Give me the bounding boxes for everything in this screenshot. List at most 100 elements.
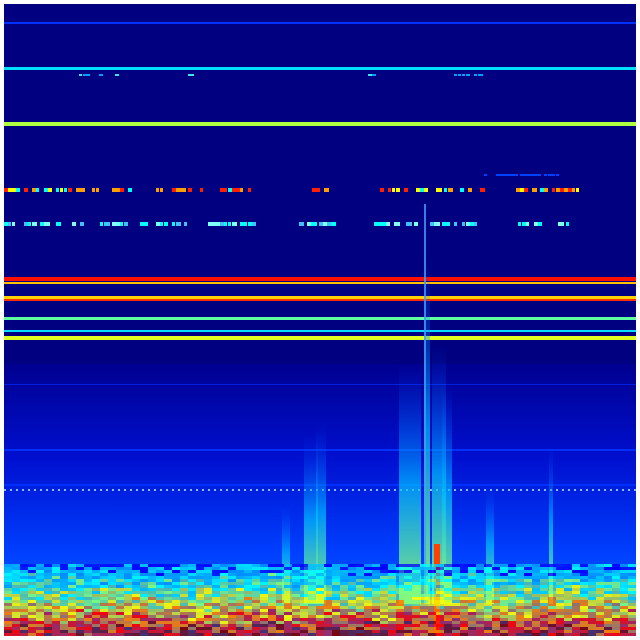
low-frequency-cell [140, 567, 148, 570]
low-frequency-cell [276, 597, 284, 600]
low-frequency-cell [68, 564, 76, 567]
low-frequency-cell [220, 582, 228, 585]
low-frequency-cell [524, 579, 532, 582]
low-frequency-cell [228, 576, 236, 579]
low-frequency-cell [372, 633, 380, 636]
low-frequency-cell [468, 609, 476, 612]
low-frequency-cell [372, 621, 380, 624]
low-frequency-cell [188, 621, 196, 624]
low-frequency-cell [388, 618, 396, 621]
low-frequency-cell [612, 600, 620, 603]
low-frequency-cell [364, 606, 372, 609]
low-frequency-cell [380, 630, 388, 633]
low-frequency-cell [132, 591, 140, 594]
low-frequency-cell [340, 564, 348, 567]
low-frequency-cell [212, 600, 220, 603]
low-frequency-cell [100, 621, 108, 624]
low-frequency-cell [548, 591, 556, 594]
low-frequency-cell [628, 597, 636, 600]
low-frequency-cell [588, 591, 596, 594]
low-frequency-cell [140, 609, 148, 612]
low-frequency-cell [444, 615, 452, 618]
spectral-segment [208, 222, 212, 226]
low-frequency-cell [108, 618, 116, 621]
low-frequency-cell [468, 582, 476, 585]
low-frequency-cell [316, 615, 324, 618]
low-frequency-cell [492, 600, 500, 603]
low-frequency-cell [348, 597, 356, 600]
low-frequency-cell [628, 621, 636, 624]
low-frequency-cell [356, 579, 364, 582]
low-frequency-cell [548, 624, 556, 627]
low-frequency-cell [268, 630, 276, 633]
low-frequency-cell [68, 579, 76, 582]
low-frequency-cell [436, 606, 444, 609]
low-frequency-cell [76, 582, 84, 585]
dotted-line-point [466, 489, 468, 491]
low-frequency-cell [380, 567, 388, 570]
low-frequency-cell [300, 579, 308, 582]
low-frequency-cell [140, 612, 148, 615]
low-frequency-cell [572, 567, 580, 570]
dotted-line-point [4, 489, 6, 491]
low-frequency-cell [28, 612, 36, 615]
spectral-segment [115, 74, 119, 76]
low-frequency-cell [60, 564, 68, 567]
spectral-segment [112, 188, 116, 192]
low-frequency-cell [52, 618, 60, 621]
low-frequency-cell [116, 573, 124, 576]
low-frequency-cell [596, 621, 604, 624]
low-frequency-cell [52, 591, 60, 594]
low-frequency-cell [20, 618, 28, 621]
low-frequency-cell [572, 570, 580, 573]
low-frequency-cell [340, 573, 348, 576]
low-frequency-cell [212, 582, 220, 585]
low-frequency-cell [476, 591, 484, 594]
low-frequency-cell [412, 618, 420, 621]
low-frequency-cell [188, 582, 196, 585]
low-frequency-cell [156, 573, 164, 576]
low-frequency-cell [476, 588, 484, 591]
low-frequency-cell [252, 606, 260, 609]
low-frequency-cell [604, 582, 612, 585]
low-frequency-cell [220, 585, 228, 588]
low-frequency-cell [540, 603, 548, 606]
vertical-streak [409, 364, 421, 604]
dotted-line-point [190, 489, 192, 491]
low-frequency-cell [164, 603, 172, 606]
low-frequency-cell [324, 621, 332, 624]
low-frequency-cell [412, 582, 420, 585]
low-frequency-cell [316, 621, 324, 624]
low-frequency-cell [180, 624, 188, 627]
low-frequency-cell [268, 609, 276, 612]
low-frequency-cell [180, 615, 188, 618]
low-frequency-cell [588, 609, 596, 612]
low-frequency-cell [436, 588, 444, 591]
low-frequency-cell [596, 582, 604, 585]
low-frequency-cell [524, 603, 532, 606]
low-frequency-cell [404, 633, 412, 636]
low-frequency-cell [276, 630, 284, 633]
low-frequency-cell [292, 612, 300, 615]
low-frequency-cell [12, 606, 20, 609]
low-frequency-cell [476, 624, 484, 627]
low-frequency-cell [436, 633, 444, 636]
low-frequency-cell [628, 585, 636, 588]
low-frequency-cell [188, 564, 196, 567]
spectral-segment [572, 188, 575, 192]
low-frequency-cell [516, 591, 524, 594]
low-frequency-cell [420, 633, 428, 636]
low-frequency-cell [572, 591, 580, 594]
low-frequency-cell [428, 621, 436, 624]
low-frequency-cell [412, 564, 420, 567]
low-frequency-cell [92, 603, 100, 606]
low-frequency-cell [196, 588, 204, 591]
low-frequency-cell [300, 603, 308, 606]
low-frequency-cell [108, 576, 116, 579]
low-frequency-cell [388, 606, 396, 609]
dotted-line-point [346, 489, 348, 491]
low-frequency-cell [252, 567, 260, 570]
low-frequency-cell [12, 627, 20, 630]
low-frequency-cell [156, 621, 164, 624]
low-frequency-cell [556, 603, 564, 606]
